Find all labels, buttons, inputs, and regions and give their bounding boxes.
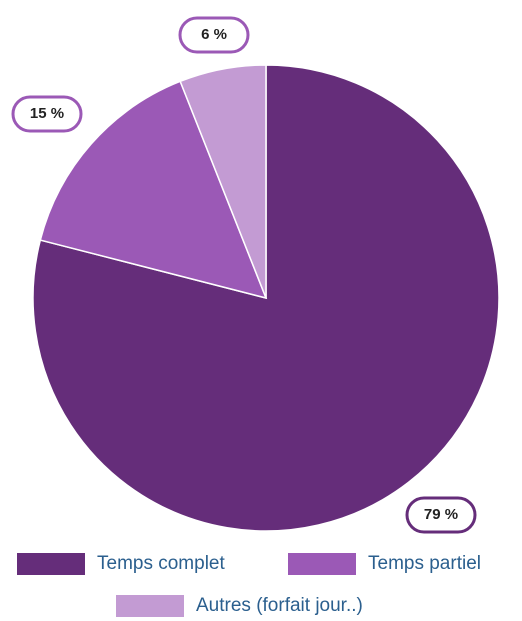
data-label: 15 %	[30, 105, 64, 122]
label-bubble	[11, 95, 83, 133]
label-bubble	[405, 496, 477, 534]
legend-swatch	[17, 553, 85, 575]
pie-slice	[39, 80, 268, 300]
label-bubble	[178, 16, 250, 54]
legend-label: Temps partiel	[368, 553, 481, 574]
legend-swatch	[116, 595, 184, 617]
legend-label: Autres (forfait jour..)	[196, 595, 363, 616]
pie-slice	[179, 64, 267, 299]
data-label: 79 %	[424, 506, 458, 523]
legend-swatch	[288, 553, 356, 575]
data-label: 6 %	[201, 26, 227, 43]
legend-label: Temps complet	[97, 553, 225, 574]
